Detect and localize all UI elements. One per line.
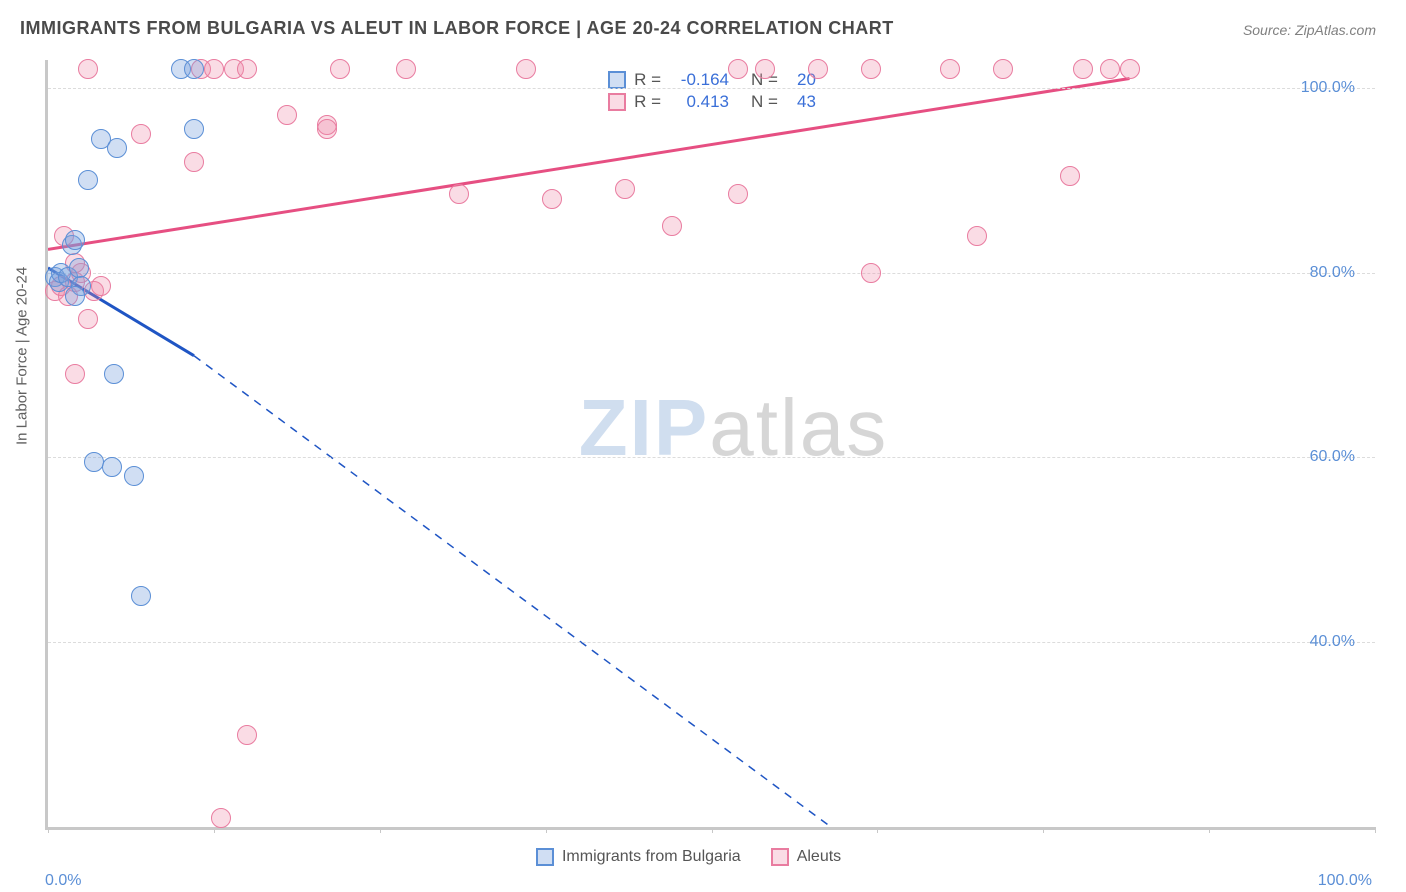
x-tick <box>1375 827 1376 833</box>
x-tick <box>380 827 381 833</box>
data-point-pink <box>1073 59 1093 79</box>
grid-line-y <box>48 88 1375 89</box>
data-point-pink <box>211 808 231 828</box>
data-point-blue <box>184 119 204 139</box>
data-point-pink <box>808 59 828 79</box>
data-point-blue <box>107 138 127 158</box>
data-point-pink <box>1120 59 1140 79</box>
data-point-pink <box>542 189 562 209</box>
x-tick <box>877 827 878 833</box>
data-point-pink <box>396 59 416 79</box>
scatter-plot-area: ZIPatlas R =-0.164N =20R =0.413N =43 40.… <box>45 60 1375 830</box>
x-tick <box>546 827 547 833</box>
data-point-blue <box>65 230 85 250</box>
data-point-pink <box>728 184 748 204</box>
trend-lines-svg <box>48 60 1375 827</box>
watermark-atlas: atlas <box>709 383 888 472</box>
trend-line <box>48 78 1130 249</box>
watermark-zip: ZIP <box>579 383 709 472</box>
r-value: 0.413 <box>669 92 729 112</box>
data-point-pink <box>317 119 337 139</box>
legend-label: Aleuts <box>797 848 841 866</box>
data-point-pink <box>237 725 257 745</box>
x-tick <box>712 827 713 833</box>
y-axis-label: In Labor Force | Age 20-24 <box>14 267 31 445</box>
data-point-blue <box>184 59 204 79</box>
data-point-pink <box>78 309 98 329</box>
chart-title: IMMIGRANTS FROM BULGARIA VS ALEUT IN LAB… <box>20 18 894 39</box>
data-point-blue <box>65 286 85 306</box>
n-value: 43 <box>786 92 816 112</box>
data-point-pink <box>861 59 881 79</box>
data-point-pink <box>204 59 224 79</box>
correlation-legend: R =-0.164N =20R =0.413N =43 <box>592 62 832 120</box>
data-point-pink <box>662 216 682 236</box>
grid-line-y <box>48 457 1375 458</box>
data-point-blue <box>69 258 89 278</box>
legend-swatch-pink <box>771 848 789 866</box>
data-point-pink <box>940 59 960 79</box>
data-point-pink <box>449 184 469 204</box>
x-tick <box>214 827 215 833</box>
data-point-pink <box>131 124 151 144</box>
data-point-pink <box>330 59 350 79</box>
data-point-blue <box>131 586 151 606</box>
x-tick-label: 100.0% <box>1318 872 1372 890</box>
legend-label: Immigrants from Bulgaria <box>562 848 741 866</box>
y-tick-label: 40.0% <box>1310 633 1355 651</box>
data-point-pink <box>993 59 1013 79</box>
data-point-pink <box>91 276 111 296</box>
data-point-pink <box>65 364 85 384</box>
data-point-pink <box>78 59 98 79</box>
data-point-pink <box>184 152 204 172</box>
x-tick <box>1043 827 1044 833</box>
data-point-blue <box>104 364 124 384</box>
legend-swatch-pink <box>608 93 626 111</box>
y-tick-label: 100.0% <box>1301 79 1355 97</box>
data-point-blue <box>102 457 122 477</box>
data-point-pink <box>277 105 297 125</box>
legend-item-blue: Immigrants from Bulgaria <box>536 848 741 866</box>
data-point-blue <box>78 170 98 190</box>
watermark: ZIPatlas <box>579 382 888 474</box>
grid-line-y <box>48 642 1375 643</box>
r-label: R = <box>634 92 661 112</box>
data-point-pink <box>516 59 536 79</box>
trend-line-dashed <box>194 356 831 827</box>
legend-swatch-blue <box>608 71 626 89</box>
data-point-pink <box>1100 59 1120 79</box>
data-point-blue <box>124 466 144 486</box>
data-point-pink <box>237 59 257 79</box>
grid-line-y <box>48 273 1375 274</box>
legend-swatch-blue <box>536 848 554 866</box>
data-point-pink <box>861 263 881 283</box>
n-label: N = <box>751 92 778 112</box>
legend-stat-row: R = 0.413 N = 43 <box>608 92 816 112</box>
x-tick <box>48 827 49 833</box>
data-point-pink <box>615 179 635 199</box>
source-label: Source: ZipAtlas.com <box>1243 22 1376 38</box>
y-tick-label: 60.0% <box>1310 448 1355 466</box>
x-tick <box>1209 827 1210 833</box>
series-legend: Immigrants from Bulgaria Aleuts <box>536 848 841 866</box>
x-tick-label: 0.0% <box>45 872 81 890</box>
legend-item-pink: Aleuts <box>771 848 841 866</box>
data-point-pink <box>1060 166 1080 186</box>
data-point-pink <box>755 59 775 79</box>
data-point-pink <box>728 59 748 79</box>
y-tick-label: 80.0% <box>1310 264 1355 282</box>
data-point-pink <box>967 226 987 246</box>
